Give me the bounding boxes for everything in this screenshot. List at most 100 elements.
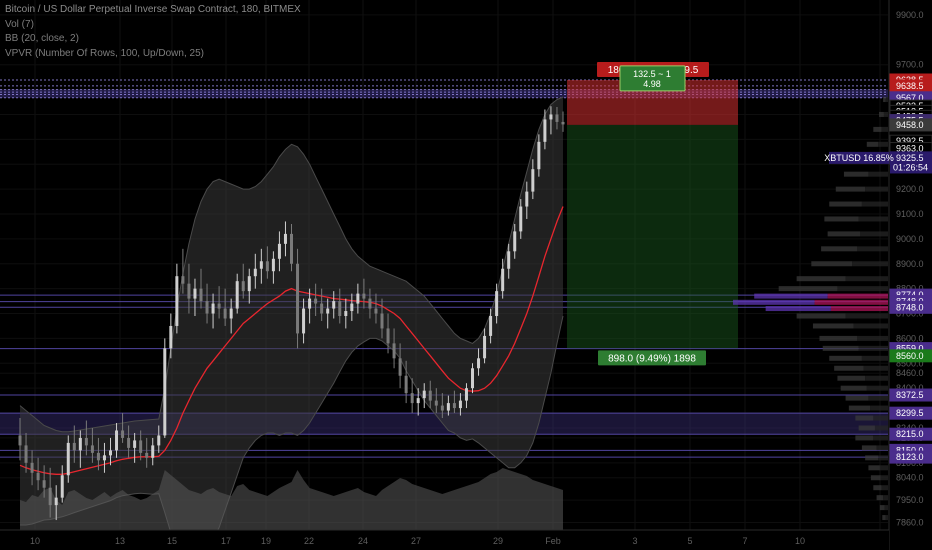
candle-body[interactable]	[501, 268, 505, 292]
candle-body[interactable]	[489, 316, 493, 336]
candle-body[interactable]	[187, 283, 191, 299]
candle-body[interactable]	[537, 141, 541, 170]
indicator-bb[interactable]: BB (20, close, 2)	[5, 33, 79, 44]
candle-body[interactable]	[30, 462, 34, 473]
candle-body[interactable]	[410, 393, 414, 404]
candle-body[interactable]	[60, 475, 64, 498]
candle-body[interactable]	[380, 313, 384, 329]
position-target-zone[interactable]	[567, 124, 738, 349]
candle-body[interactable]	[483, 335, 487, 359]
candle-body[interactable]	[362, 293, 366, 299]
candle-body[interactable]	[452, 403, 456, 409]
candle-body[interactable]	[259, 261, 263, 269]
candle-body[interactable]	[36, 472, 40, 481]
candle-body[interactable]	[115, 430, 119, 451]
candle-body[interactable]	[471, 368, 474, 389]
candle-body[interactable]	[223, 308, 227, 319]
price-label-box[interactable]	[889, 450, 932, 464]
candle-body[interactable]	[428, 390, 432, 401]
candle-body[interactable]	[555, 114, 559, 122]
price-label-box[interactable]	[889, 300, 932, 314]
candle-body[interactable]	[235, 281, 239, 309]
candle-body[interactable]	[66, 442, 70, 476]
candle-body[interactable]	[398, 358, 402, 376]
candle-body[interactable]	[139, 440, 143, 453]
candle-body[interactable]	[458, 400, 462, 409]
candle-body[interactable]	[519, 206, 523, 232]
candle-body[interactable]	[283, 233, 287, 244]
price-label-box[interactable]	[889, 388, 932, 402]
candle-body[interactable]	[72, 442, 76, 451]
candle-body[interactable]	[477, 358, 481, 369]
candle-body[interactable]	[422, 390, 426, 399]
candle-body[interactable]	[84, 437, 88, 446]
price-label-box[interactable]	[889, 118, 932, 132]
candle-body[interactable]	[440, 405, 444, 411]
candle-body[interactable]	[525, 191, 529, 207]
indicator-vpvr[interactable]: VPVR (Number Of Rows, 100, Up/Down, 25)	[5, 47, 204, 59]
candle-body[interactable]	[48, 487, 52, 506]
candle-body[interactable]	[217, 303, 221, 309]
candle-body[interactable]	[151, 445, 155, 458]
candle-body[interactable]	[109, 450, 112, 456]
candle-body[interactable]	[531, 169, 535, 192]
candle-body[interactable]	[42, 480, 46, 488]
candle-body[interactable]	[277, 243, 281, 259]
candle-body[interactable]	[145, 452, 149, 458]
candle-body[interactable]	[338, 301, 342, 317]
candle-body[interactable]	[169, 325, 173, 349]
candle-body[interactable]	[386, 328, 390, 344]
candle-body[interactable]	[314, 298, 318, 304]
candle-body[interactable]	[229, 308, 233, 319]
candle-body[interactable]	[271, 258, 275, 272]
candle-body[interactable]	[175, 276, 179, 326]
candle-body[interactable]	[513, 231, 517, 252]
candle-body[interactable]	[253, 268, 257, 277]
candle-body[interactable]	[495, 291, 499, 317]
candle-body[interactable]	[416, 398, 420, 404]
candle-body[interactable]	[434, 400, 438, 406]
candle-body[interactable]	[18, 435, 22, 446]
candle-body[interactable]	[54, 497, 58, 506]
candle-body[interactable]	[332, 301, 336, 309]
candle-body[interactable]	[127, 437, 131, 448]
candle-body[interactable]	[549, 114, 553, 120]
candle-body[interactable]	[163, 348, 167, 436]
candle-body[interactable]	[211, 303, 215, 314]
candle-body[interactable]	[102, 455, 106, 461]
candle-body[interactable]	[24, 445, 28, 463]
candle-body[interactable]	[308, 298, 312, 309]
candle-body[interactable]	[507, 251, 511, 269]
candle-body[interactable]	[205, 301, 209, 314]
candle-body[interactable]	[356, 293, 360, 304]
candle-body[interactable]	[296, 263, 300, 334]
indicator-vol[interactable]: Vol (7)	[5, 18, 34, 30]
candle-body[interactable]	[464, 388, 468, 401]
price-label-box[interactable]	[889, 406, 932, 420]
price-label-box[interactable]	[889, 427, 932, 441]
candle-body[interactable]	[392, 343, 396, 359]
candle-body[interactable]	[157, 435, 161, 446]
candle-body[interactable]	[374, 308, 378, 314]
candle-body[interactable]	[199, 288, 203, 302]
candle-body[interactable]	[404, 375, 408, 394]
candle-body[interactable]	[121, 430, 125, 438]
candle-body[interactable]	[302, 308, 306, 334]
candle-body[interactable]	[90, 445, 94, 453]
candle-body[interactable]	[181, 276, 185, 284]
candle-body[interactable]	[241, 281, 245, 292]
candle-body[interactable]	[326, 308, 330, 314]
candle-body[interactable]	[368, 298, 372, 309]
bollinger-upper-line[interactable]	[19, 96, 564, 433]
candle-body[interactable]	[133, 440, 137, 448]
candle-body[interactable]	[265, 261, 269, 272]
candle-body[interactable]	[320, 303, 324, 314]
candle-body[interactable]	[290, 233, 293, 264]
candle-body[interactable]	[193, 288, 197, 299]
candle-body[interactable]	[543, 119, 547, 142]
candle-body[interactable]	[96, 452, 100, 461]
candle-body[interactable]	[78, 437, 82, 451]
candle-body[interactable]	[247, 276, 251, 292]
candle-body[interactable]	[350, 303, 354, 312]
